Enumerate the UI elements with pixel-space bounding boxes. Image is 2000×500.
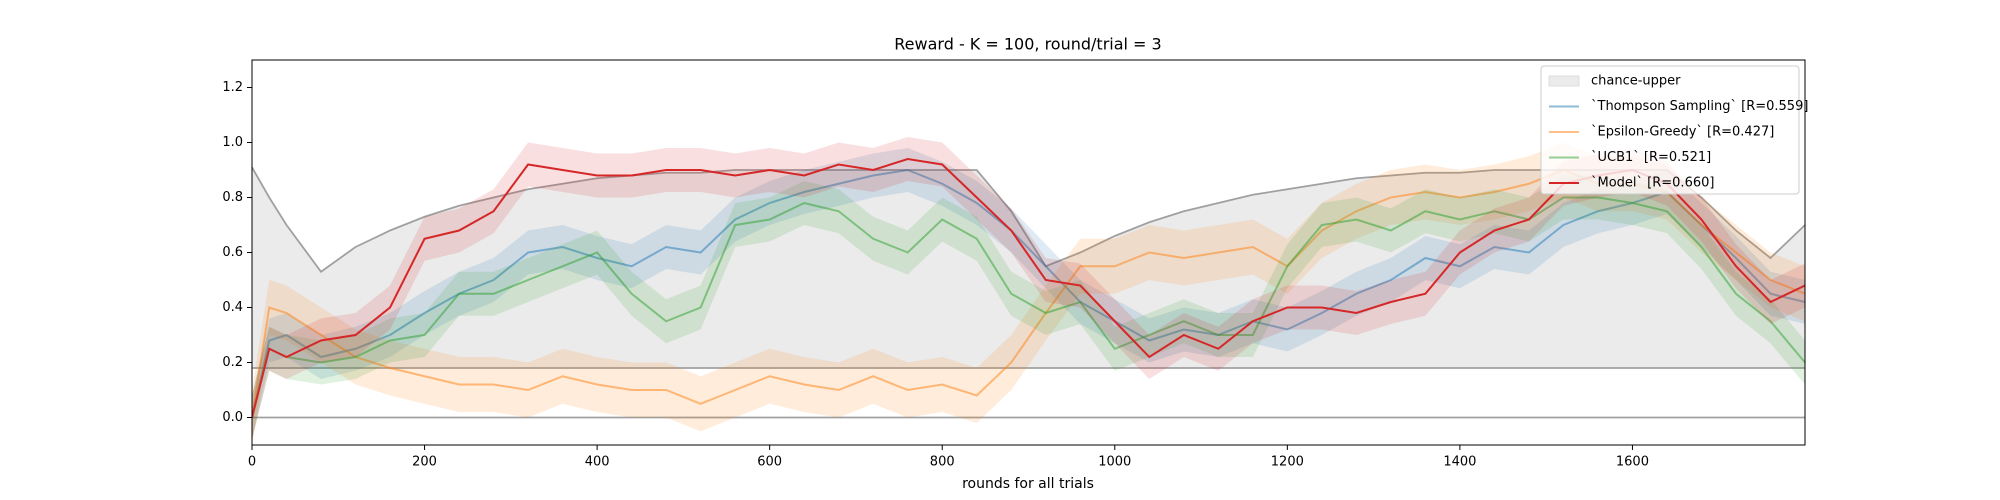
x-tick-label: 0 [248,455,256,470]
legend-label: `Model` [R=0.660] [1591,176,1714,191]
x-tick-label: 800 [930,455,955,470]
chance-upper-line [252,166,1805,273]
chance-area [252,167,1805,368]
legend-label: `Epsilon-Greedy` [R=0.427] [1591,125,1774,140]
x-tick-label: 1200 [1271,455,1304,470]
series-line [252,168,1805,418]
x-tick-label: 400 [585,455,610,470]
series-band [252,142,1805,445]
legend-box [1540,65,1800,195]
series-band [252,175,1805,440]
x-tick-label: 600 [757,455,782,470]
x-tick-label: 1000 [1098,455,1131,470]
x-axis-label: rounds for all trials [962,476,1094,492]
y-tick-label: 0.6 [222,245,243,260]
y-tick-label: 0.8 [222,190,243,205]
legend-label: `Thompson Sampling` [R=0.559] [1591,99,1808,114]
y-tick-label: 0.0 [222,410,243,425]
y-tick-label: 0.2 [222,355,243,370]
x-tick-label: 1600 [1616,455,1649,470]
y-tick-label: 1.2 [222,80,243,95]
series-line [252,196,1805,418]
legend-label: `UCB1` [R=0.521] [1591,150,1711,165]
series-line [252,157,1805,418]
y-tick-label: 1.0 [222,135,243,150]
legend-label: chance-upper [1591,74,1681,89]
x-tick-label: 200 [412,455,437,470]
x-tick-label: 1400 [1443,455,1476,470]
chart-title: Reward - K = 100, round/trial = 3 [894,35,1161,54]
legend-swatch [1548,75,1580,87]
y-tick-label: 0.4 [222,300,243,315]
